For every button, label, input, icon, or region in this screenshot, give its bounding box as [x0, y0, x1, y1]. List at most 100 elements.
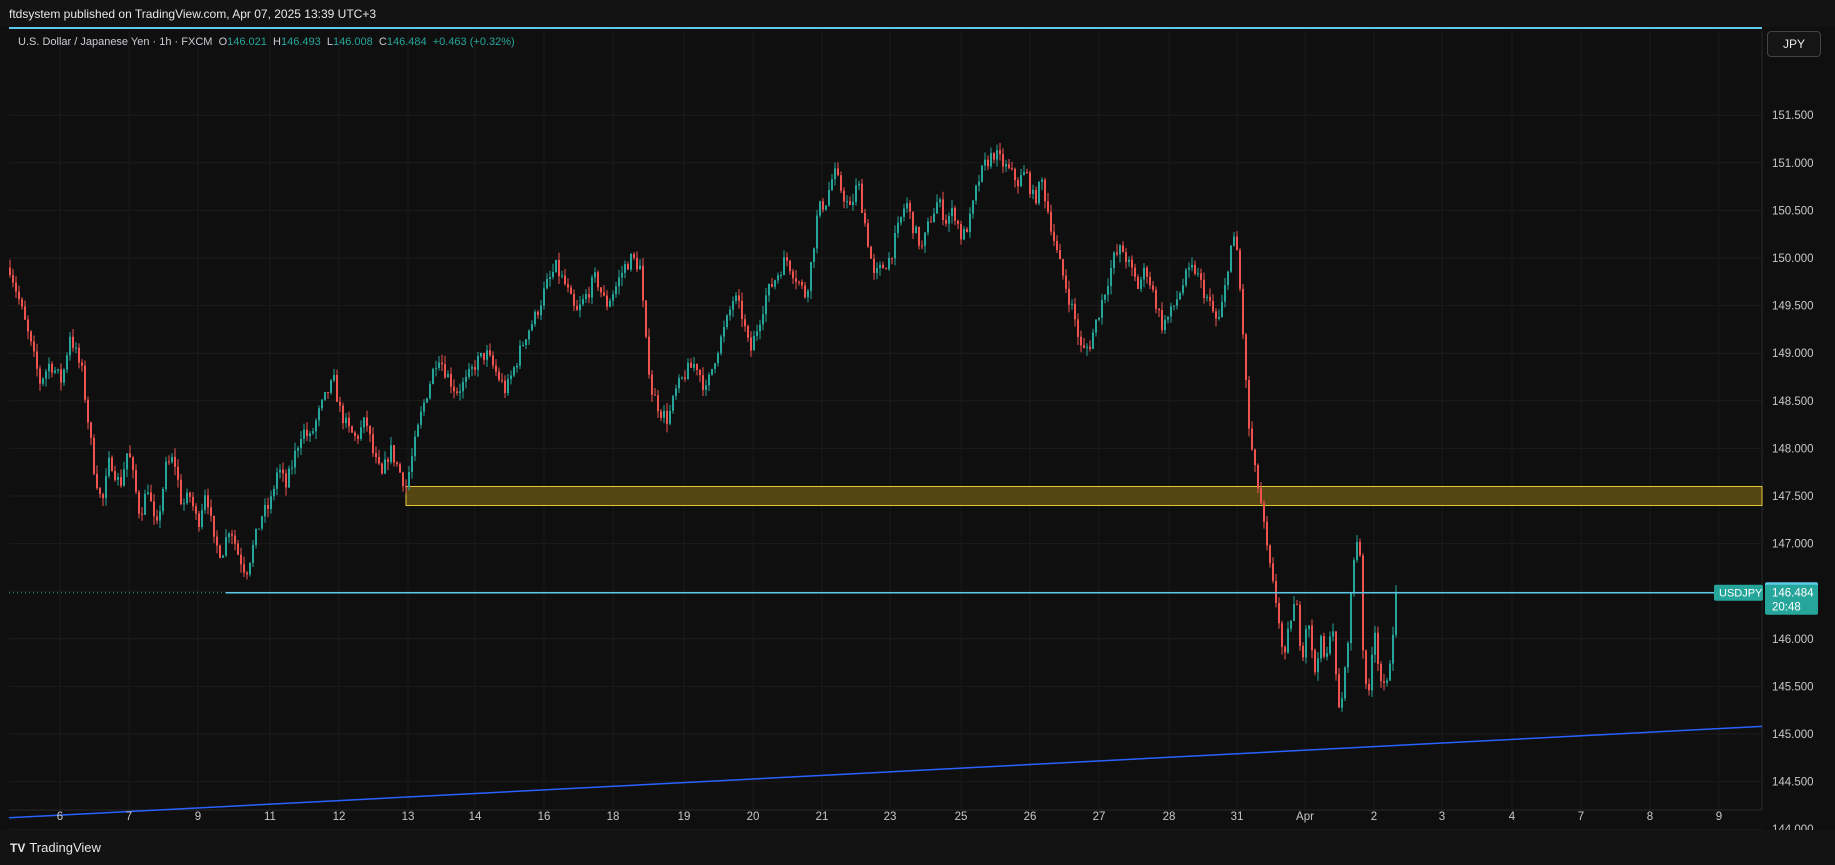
candle-body — [720, 336, 722, 354]
candle-body — [660, 411, 662, 418]
candle-body — [864, 213, 866, 224]
candle-body — [408, 472, 410, 487]
candle-body — [1134, 267, 1136, 277]
candle-body — [735, 295, 737, 302]
candle-body — [1125, 252, 1127, 263]
candle-body — [543, 288, 545, 306]
candle-body — [429, 383, 431, 399]
candle-body — [675, 388, 677, 397]
tradingview-mark-icon: TV — [10, 841, 26, 855]
candle-body — [90, 422, 92, 438]
candle-body — [351, 426, 353, 433]
open-label: O — [218, 36, 228, 48]
candle-body — [204, 495, 206, 511]
candle-body — [63, 369, 65, 383]
candle-body — [549, 277, 551, 280]
candle-body — [1290, 620, 1292, 629]
candle-body — [111, 457, 113, 472]
candle-body — [906, 203, 908, 209]
tradingview-logo[interactable]: TV TradingView — [10, 840, 101, 855]
candle-body — [447, 373, 449, 378]
candle-body — [1119, 245, 1121, 255]
time-tick-label: 11 — [264, 811, 276, 823]
candle-body — [198, 513, 200, 528]
candle-body — [411, 456, 413, 473]
candle-body — [117, 477, 119, 480]
candle-body — [1239, 250, 1241, 289]
top-bar — [0, 0, 1835, 27]
candle-body — [1275, 580, 1277, 603]
candle-body — [666, 410, 668, 424]
ticker-tag — [1714, 584, 1763, 601]
time-tick-label: 16 — [538, 811, 551, 823]
candle-body — [930, 221, 932, 223]
candle-body — [1149, 276, 1151, 286]
time-tick-label: 2 — [1371, 811, 1377, 823]
candle-body — [1251, 428, 1253, 450]
candle-body — [972, 200, 974, 214]
candle-body — [288, 468, 290, 488]
candle-body — [156, 516, 158, 521]
candle-body — [1323, 636, 1325, 657]
candle-body — [963, 229, 965, 240]
candle-body — [126, 453, 128, 470]
candle-body — [12, 275, 14, 283]
candle-body — [783, 257, 785, 275]
price-tick-label: 144.500 — [1772, 777, 1814, 789]
candle-body — [606, 295, 608, 307]
candle-body — [801, 281, 803, 286]
candle-body — [936, 202, 938, 214]
close-value: 146.484 — [386, 36, 427, 48]
candle-body — [1053, 231, 1055, 241]
candle-body — [294, 450, 296, 468]
candle-body — [1164, 319, 1166, 331]
candle-body — [1188, 267, 1190, 270]
price-tick-label: 149.000 — [1772, 348, 1814, 360]
ticker-text: USDJPY — [1719, 588, 1763, 600]
candle-body — [648, 336, 650, 375]
candle-body — [822, 201, 824, 210]
candle-body — [51, 363, 53, 373]
price-tick-label: 146.000 — [1772, 634, 1814, 646]
candle-body — [1242, 288, 1244, 335]
candle-body — [588, 294, 590, 298]
candle-body — [81, 362, 83, 366]
candle-body — [1071, 303, 1073, 305]
candle-body — [213, 515, 215, 537]
candle-body — [1332, 631, 1334, 637]
candle-body — [477, 356, 479, 370]
candle-body — [1362, 555, 1364, 651]
candle-body — [129, 453, 131, 458]
candle-body — [282, 469, 284, 474]
time-tick-label: 6 — [57, 811, 63, 823]
candle-body — [510, 375, 512, 379]
candle-body — [279, 469, 281, 473]
time-tick-label: 4 — [1509, 811, 1516, 823]
candle-body — [450, 373, 452, 387]
candle-body — [672, 396, 674, 411]
candle-body — [336, 374, 338, 402]
candle-body — [150, 492, 152, 502]
candle-body — [819, 201, 821, 216]
candle-body — [210, 507, 212, 516]
candle-body — [360, 427, 362, 439]
candle-body — [630, 254, 632, 270]
candle-body — [165, 461, 167, 489]
candle-body — [723, 327, 725, 337]
candle-body — [1020, 175, 1022, 187]
candle-body — [810, 261, 812, 291]
candle-body — [1107, 286, 1109, 295]
currency-button[interactable]: JPY — [1767, 31, 1821, 57]
candle-body — [990, 153, 992, 167]
candle-body — [93, 437, 95, 474]
candle-body — [174, 456, 176, 467]
candle-body — [786, 257, 788, 261]
candle-body — [600, 287, 602, 293]
candle-body — [567, 284, 569, 288]
candle-body — [1257, 465, 1259, 489]
candle-body — [663, 410, 665, 418]
candle-body — [105, 475, 107, 499]
candle-body — [579, 304, 581, 311]
candle-body — [102, 493, 104, 499]
